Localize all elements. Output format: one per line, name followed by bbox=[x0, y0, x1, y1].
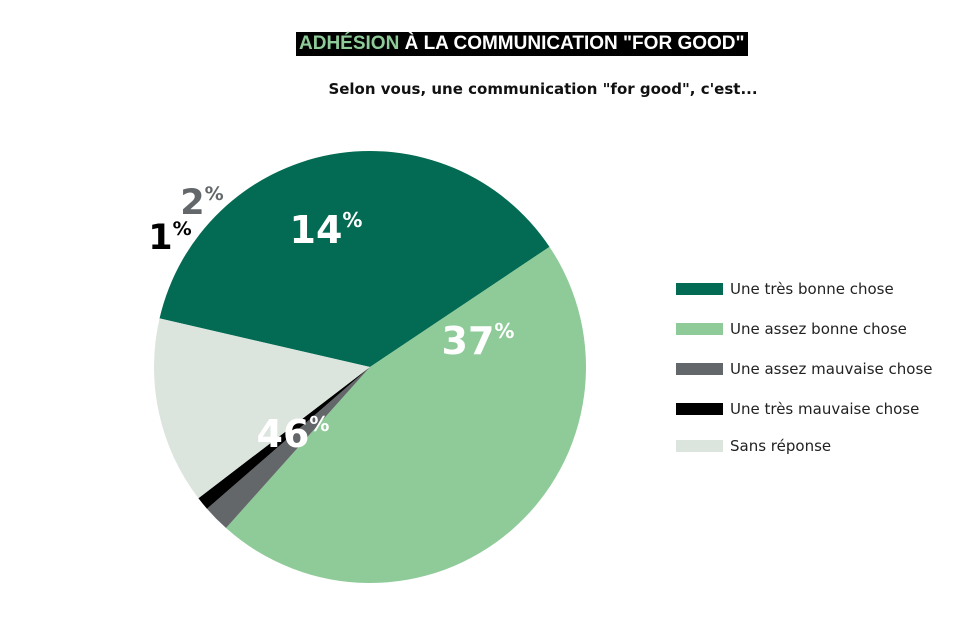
legend-swatch bbox=[676, 440, 723, 452]
pie-slice-4 bbox=[198, 367, 370, 509]
pie-slice-3 bbox=[206, 367, 370, 529]
chart-title-rest: À LA COMMUNICATION "FOR GOOD" bbox=[399, 33, 745, 54]
slice-value-label-4: 1% bbox=[148, 218, 191, 259]
legend-swatch bbox=[676, 283, 723, 295]
slice-value-label-3: 2% bbox=[180, 183, 223, 224]
legend-swatch bbox=[676, 403, 723, 415]
chart-title-accent: ADHÉSION bbox=[299, 33, 400, 54]
legend-label: Une très bonne chose bbox=[730, 280, 894, 298]
pie-value-labels: 37% 46% 2%1% 14% bbox=[148, 183, 514, 456]
legend-label: Une assez mauvaise chose bbox=[730, 360, 933, 378]
pie-slices bbox=[154, 151, 586, 583]
legend-label: Une très mauvaise chose bbox=[730, 400, 920, 418]
legend-swatch bbox=[676, 323, 723, 335]
chart-subtitle: Selon vous, une communication "for good"… bbox=[328, 80, 758, 98]
slice-value-label-1: 37% bbox=[442, 319, 515, 363]
legend-swatch bbox=[676, 363, 723, 375]
pie-slice-5 bbox=[154, 318, 370, 499]
pie-slice-1 bbox=[159, 151, 550, 367]
legend-label: Une assez bonne chose bbox=[730, 320, 907, 338]
pie-slice-2 bbox=[226, 246, 586, 583]
slice-value-label-2: 46% bbox=[257, 412, 330, 456]
chart-title: ADHÉSION À LA COMMUNICATION "FOR GOOD" bbox=[296, 32, 748, 56]
legend-label: Sans réponse bbox=[730, 437, 832, 455]
slice-value-label-5: 14% bbox=[290, 208, 363, 252]
